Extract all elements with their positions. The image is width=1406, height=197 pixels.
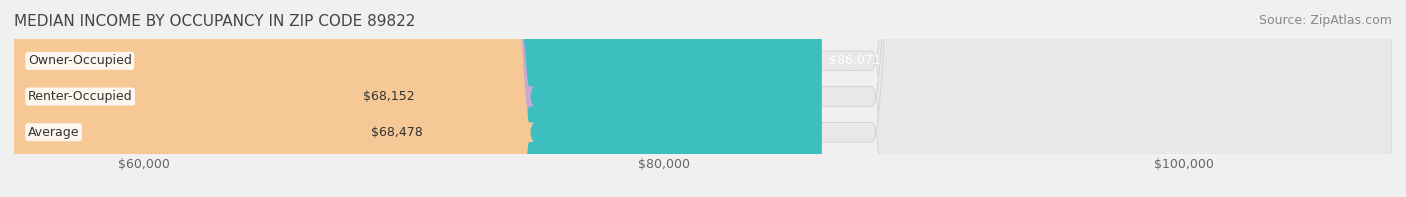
FancyBboxPatch shape [0, 0, 534, 197]
Text: $86,071: $86,071 [828, 54, 880, 67]
FancyBboxPatch shape [14, 0, 1392, 197]
FancyBboxPatch shape [14, 0, 1392, 197]
Text: Renter-Occupied: Renter-Occupied [28, 90, 132, 103]
Text: Source: ZipAtlas.com: Source: ZipAtlas.com [1258, 14, 1392, 27]
Text: Average: Average [28, 126, 79, 139]
FancyBboxPatch shape [0, 0, 534, 197]
Text: Owner-Occupied: Owner-Occupied [28, 54, 132, 67]
Text: $68,152: $68,152 [363, 90, 415, 103]
FancyBboxPatch shape [14, 0, 823, 197]
FancyBboxPatch shape [14, 0, 1392, 197]
Text: $68,478: $68,478 [371, 126, 423, 139]
Text: MEDIAN INCOME BY OCCUPANCY IN ZIP CODE 89822: MEDIAN INCOME BY OCCUPANCY IN ZIP CODE 8… [14, 14, 415, 29]
